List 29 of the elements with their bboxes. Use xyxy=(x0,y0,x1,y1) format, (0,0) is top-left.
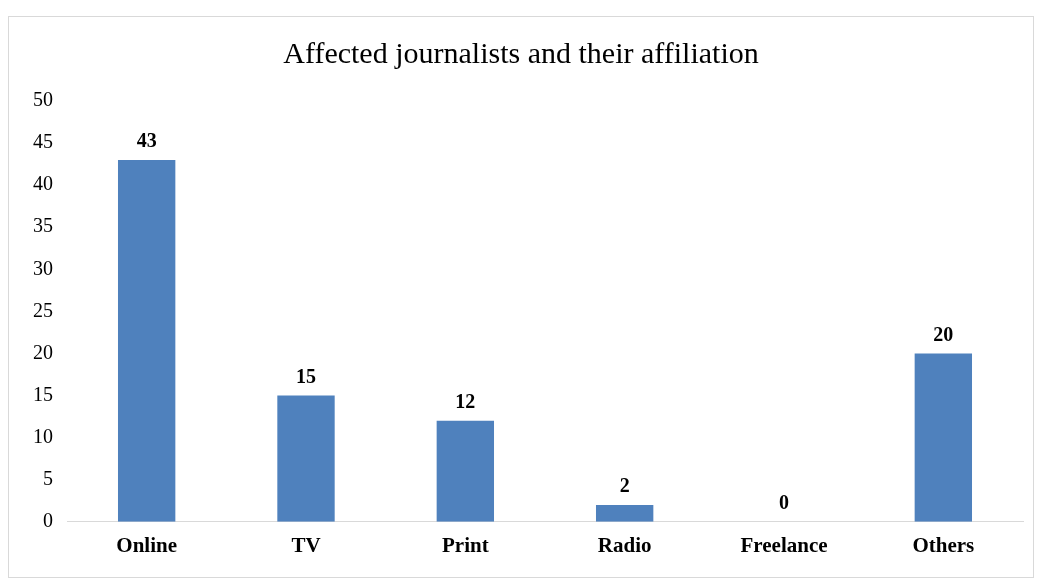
bar xyxy=(914,353,973,522)
y-tick-label: 5 xyxy=(43,466,53,489)
data-label: 43 xyxy=(136,129,157,152)
x-tick-label: Print xyxy=(442,532,489,557)
data-label: 0 xyxy=(779,490,789,513)
data-label: 2 xyxy=(619,474,630,497)
x-tick-label: Radio xyxy=(597,532,652,557)
y-tick-label: 30 xyxy=(33,256,53,279)
data-label: 12 xyxy=(455,389,476,412)
y-tick-label: 15 xyxy=(33,382,53,405)
y-tick-label: 40 xyxy=(33,172,53,195)
x-tick-label: Freelance xyxy=(740,532,828,557)
data-label: 15 xyxy=(296,364,316,387)
data-label: 20 xyxy=(933,322,954,345)
y-tick-label: 0 xyxy=(43,509,53,532)
x-tick-label: TV xyxy=(291,532,321,557)
chart-title: Affected journalists and their affiliation xyxy=(283,35,759,69)
bar xyxy=(117,159,176,522)
y-tick-label: 20 xyxy=(33,340,53,363)
bar xyxy=(595,504,654,522)
bar xyxy=(277,395,335,522)
y-tick-label: 35 xyxy=(33,214,53,237)
y-tick-label: 50 xyxy=(33,88,53,111)
x-tick-label: Others xyxy=(912,532,975,557)
x-tick-label: Online xyxy=(116,532,178,557)
y-tick-label: 45 xyxy=(33,130,53,153)
y-tick-label: 25 xyxy=(33,298,53,321)
bar xyxy=(436,420,495,522)
y-tick-label: 10 xyxy=(33,424,53,447)
